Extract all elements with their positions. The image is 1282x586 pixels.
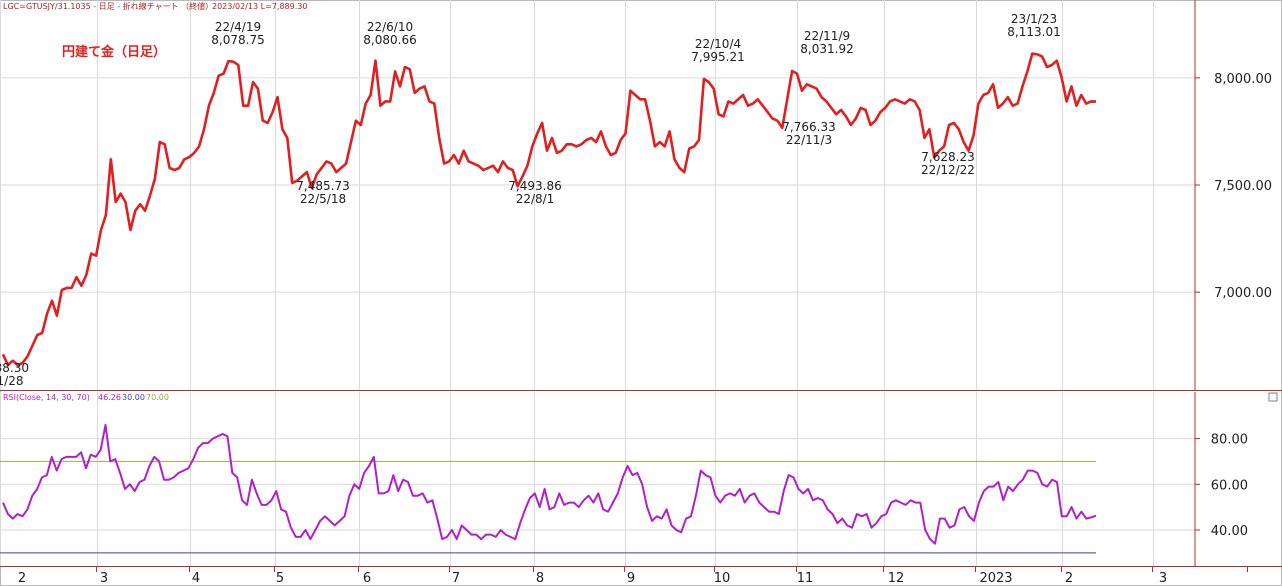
- x-tick-label: 3: [100, 571, 108, 586]
- annotation-date: 22/4/19: [215, 20, 261, 34]
- annotation-date: 22/8/1: [516, 192, 555, 206]
- price-grid: [0, 0, 1195, 390]
- rsi-tick-label: 80.00: [1211, 433, 1248, 448]
- chart-title: 円建て金（日足）: [62, 44, 166, 60]
- rsi-upper-value: 70.00: [146, 393, 169, 402]
- rsi-tick-label: 40.00: [1211, 524, 1248, 539]
- annotation-date: 22/11/9: [804, 29, 850, 43]
- price-axis: 8,000.00 7,500.00 7,000.00: [1195, 72, 1272, 301]
- x-tick-label: 3: [1159, 571, 1167, 586]
- annotation-value: 8,080.66: [363, 33, 416, 47]
- price-tick-label: 7,000.00: [1214, 286, 1272, 301]
- annotation-value: 8,113.01: [1007, 25, 1060, 39]
- symbol-label: LGC=GTUSJY/31.1035 - 日足 - 折れ線チャート （終値）: [3, 1, 213, 11]
- annotation-date: 22/6/10: [367, 20, 413, 34]
- x-axis: 2 3 4 5 6 7 8 9 10 11 12 2023 2 3: [18, 566, 1248, 586]
- rsi-tick-label: 60.00: [1211, 478, 1248, 493]
- annotations: 22/4/198,078.75 22/6/108,080.66 22/10/47,9…: [0, 12, 1061, 388]
- annotation-date: 22/10/4: [695, 37, 741, 51]
- price-tick-label: 8,000.00: [1214, 72, 1272, 87]
- date-close-label: 2023/02/13 L=7,889.30: [212, 2, 307, 11]
- annotation-value: 638.30: [0, 361, 29, 375]
- annotation-date: 22/11/3: [786, 133, 832, 147]
- x-tick-label: 8: [536, 571, 544, 586]
- annotation-value: 8,031.92: [800, 42, 853, 56]
- rsi-scroll-handle[interactable]: [1268, 392, 1278, 402]
- x-tick-label: 2023: [979, 571, 1012, 586]
- x-tick-label: 2: [1065, 571, 1073, 586]
- annotation-date: 23/1/23: [1011, 12, 1057, 26]
- annotation-date: 22/5/18: [300, 192, 346, 206]
- x-tick-label: 12: [888, 571, 905, 586]
- rsi-grid: [0, 392, 1195, 566]
- annotation-value: 7,485.73: [296, 179, 349, 193]
- rsi-label: RSI(Close, 14, 30, 70): [3, 393, 90, 402]
- rsi-lower-value: 30.00: [122, 393, 145, 402]
- x-tick-label: 4: [192, 571, 200, 586]
- annotation-value: 7,628.23: [921, 150, 974, 164]
- x-tick-label: 10: [714, 571, 731, 586]
- x-tick-label: 2: [18, 571, 26, 586]
- x-tick-label: 9: [627, 571, 635, 586]
- price-tick-label: 7,500.00: [1214, 179, 1272, 194]
- annotation-date: /1/28: [0, 374, 24, 388]
- annotation-value: 7,493.86: [508, 179, 561, 193]
- rsi-series-line: [2, 423, 1097, 545]
- x-tick-label: 7: [452, 571, 460, 586]
- annotation-value: 7,766.33: [782, 120, 835, 134]
- x-tick-label: 11: [797, 571, 814, 586]
- x-tick-label: 6: [363, 571, 371, 586]
- price-series-line: [1, 52, 1097, 367]
- annotation-value: 8,078.75: [211, 33, 264, 47]
- rsi-current-value: 46.26: [98, 393, 121, 402]
- annotation-value: 7,995.21: [691, 50, 744, 64]
- rsi-axis: 80.00 60.00 40.00: [1195, 433, 1248, 539]
- annotation-date: 22/12/22: [921, 163, 975, 177]
- x-tick-label: 5: [276, 571, 284, 586]
